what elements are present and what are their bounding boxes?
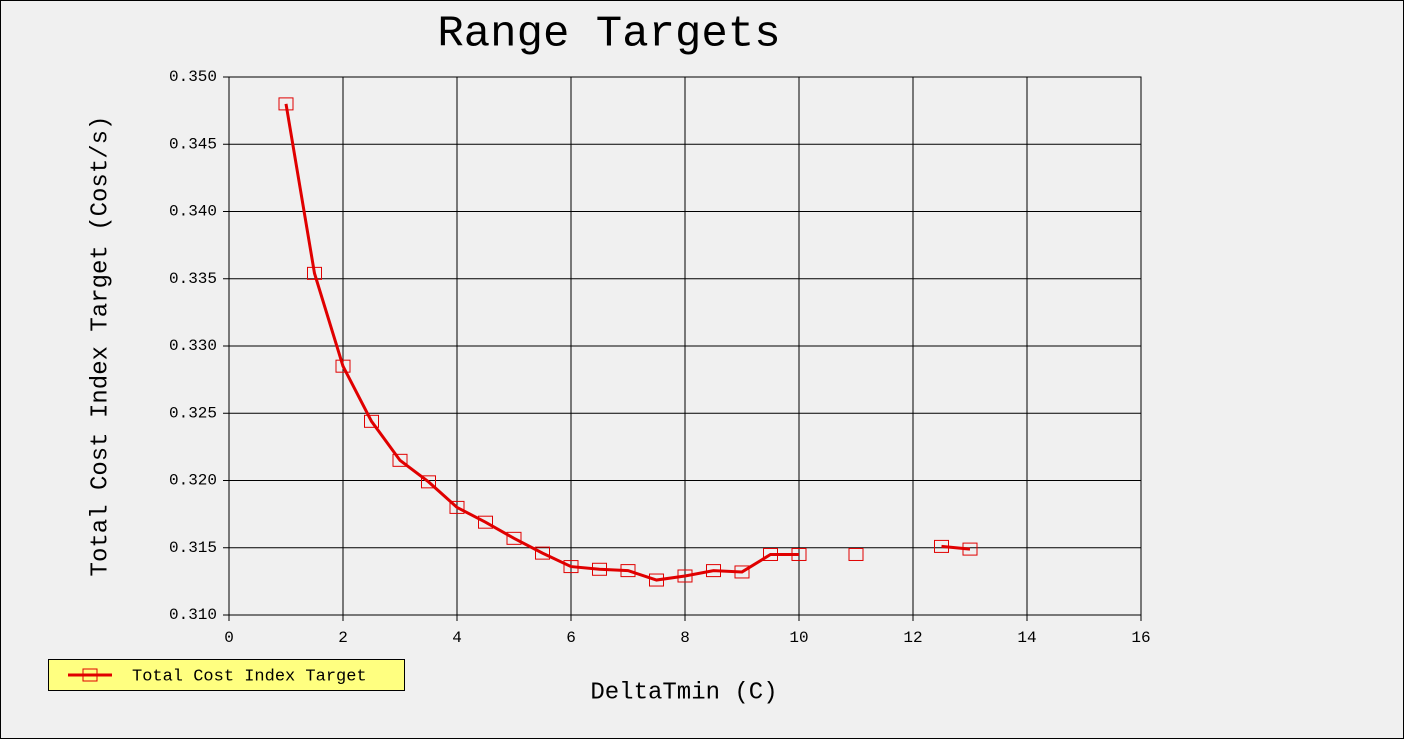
y-tick-label: 0.340 [169,203,217,221]
point-marker [592,562,607,576]
point-marker [506,531,522,545]
x-tick-label: 6 [566,629,576,647]
point-marker [278,97,294,111]
point-marker [535,546,550,560]
point-marker [392,453,408,467]
y-tick-label: 0.310 [169,606,217,624]
point-marker [962,542,978,556]
legend-marker [82,668,98,682]
point-marker [563,560,579,574]
point-marker [449,500,465,514]
point-marker [848,547,864,561]
y-tick-label: 0.350 [169,68,217,86]
point-marker [307,266,322,280]
point-marker [763,547,778,561]
series-line [284,103,971,582]
x-tick-label: 14 [1017,629,1036,647]
point-marker [734,565,750,579]
x-tick-label: 16 [1131,629,1150,647]
x-tick-label: 8 [680,629,690,647]
x-tick-label: 0 [224,629,234,647]
point-marker [620,564,636,578]
y-tick-label: 0.325 [169,404,217,422]
y-tick-label: 0.335 [169,270,217,288]
point-marker [706,564,721,578]
point-marker [791,547,807,561]
point-marker [335,359,351,373]
chart-title: Range Targets [437,10,780,60]
point-marker [478,515,493,529]
point-marker [649,573,664,587]
point-marker [421,475,436,489]
point-marker [934,539,949,553]
y-tick-label: 0.330 [169,337,217,355]
y-tick-label: 0.320 [169,472,217,490]
y-tick-label: 0.345 [169,135,217,153]
x-tick-label: 10 [789,629,808,647]
y-tick-label: 0.315 [169,539,217,557]
point-marker [364,414,379,428]
legend-label: Total Cost Index Target [132,667,367,686]
x-tick-label: 2 [338,629,348,647]
point-marker [677,569,693,583]
x-tick-label: 12 [903,629,922,647]
x-axis-label: DeltaTmin (C) [590,679,777,706]
y-axis-label: Total Cost Index Target (Cost/s) [87,116,114,577]
x-tick-label: 4 [452,629,462,647]
